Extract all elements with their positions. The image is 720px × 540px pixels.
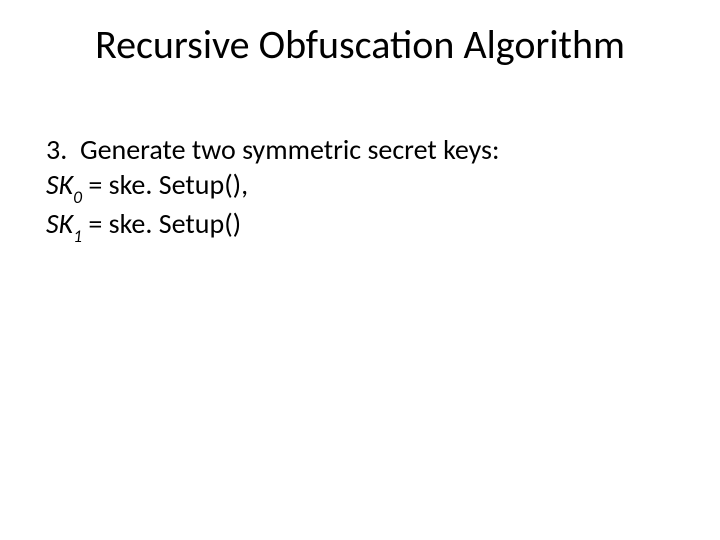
list-number: 3. bbox=[46, 132, 67, 167]
sk1-rest: = ske. Setup() bbox=[82, 206, 241, 241]
slide-title: Recursive Obfuscation Algorithm bbox=[0, 20, 720, 69]
list-text: Generate two symmetric secret keys: bbox=[80, 132, 500, 167]
slide-body: 3. Generate two symmetric secret keys: S… bbox=[46, 132, 674, 246]
sk1-var: SK bbox=[46, 206, 73, 241]
slide: Recursive Obfuscation Algorithm 3. Gener… bbox=[0, 0, 720, 540]
sk0-var: SK bbox=[46, 167, 73, 202]
sk1-sub: 1 bbox=[73, 225, 82, 247]
sk0-sub: 0 bbox=[73, 186, 82, 208]
sk0-rest: = ske. Setup(), bbox=[82, 167, 248, 202]
body-line-1: 3. Generate two symmetric secret keys: bbox=[46, 132, 674, 167]
body-line-3: SK1 = ske. Setup() bbox=[46, 206, 674, 245]
body-line-2: SK0 = ske. Setup(), bbox=[46, 167, 674, 206]
